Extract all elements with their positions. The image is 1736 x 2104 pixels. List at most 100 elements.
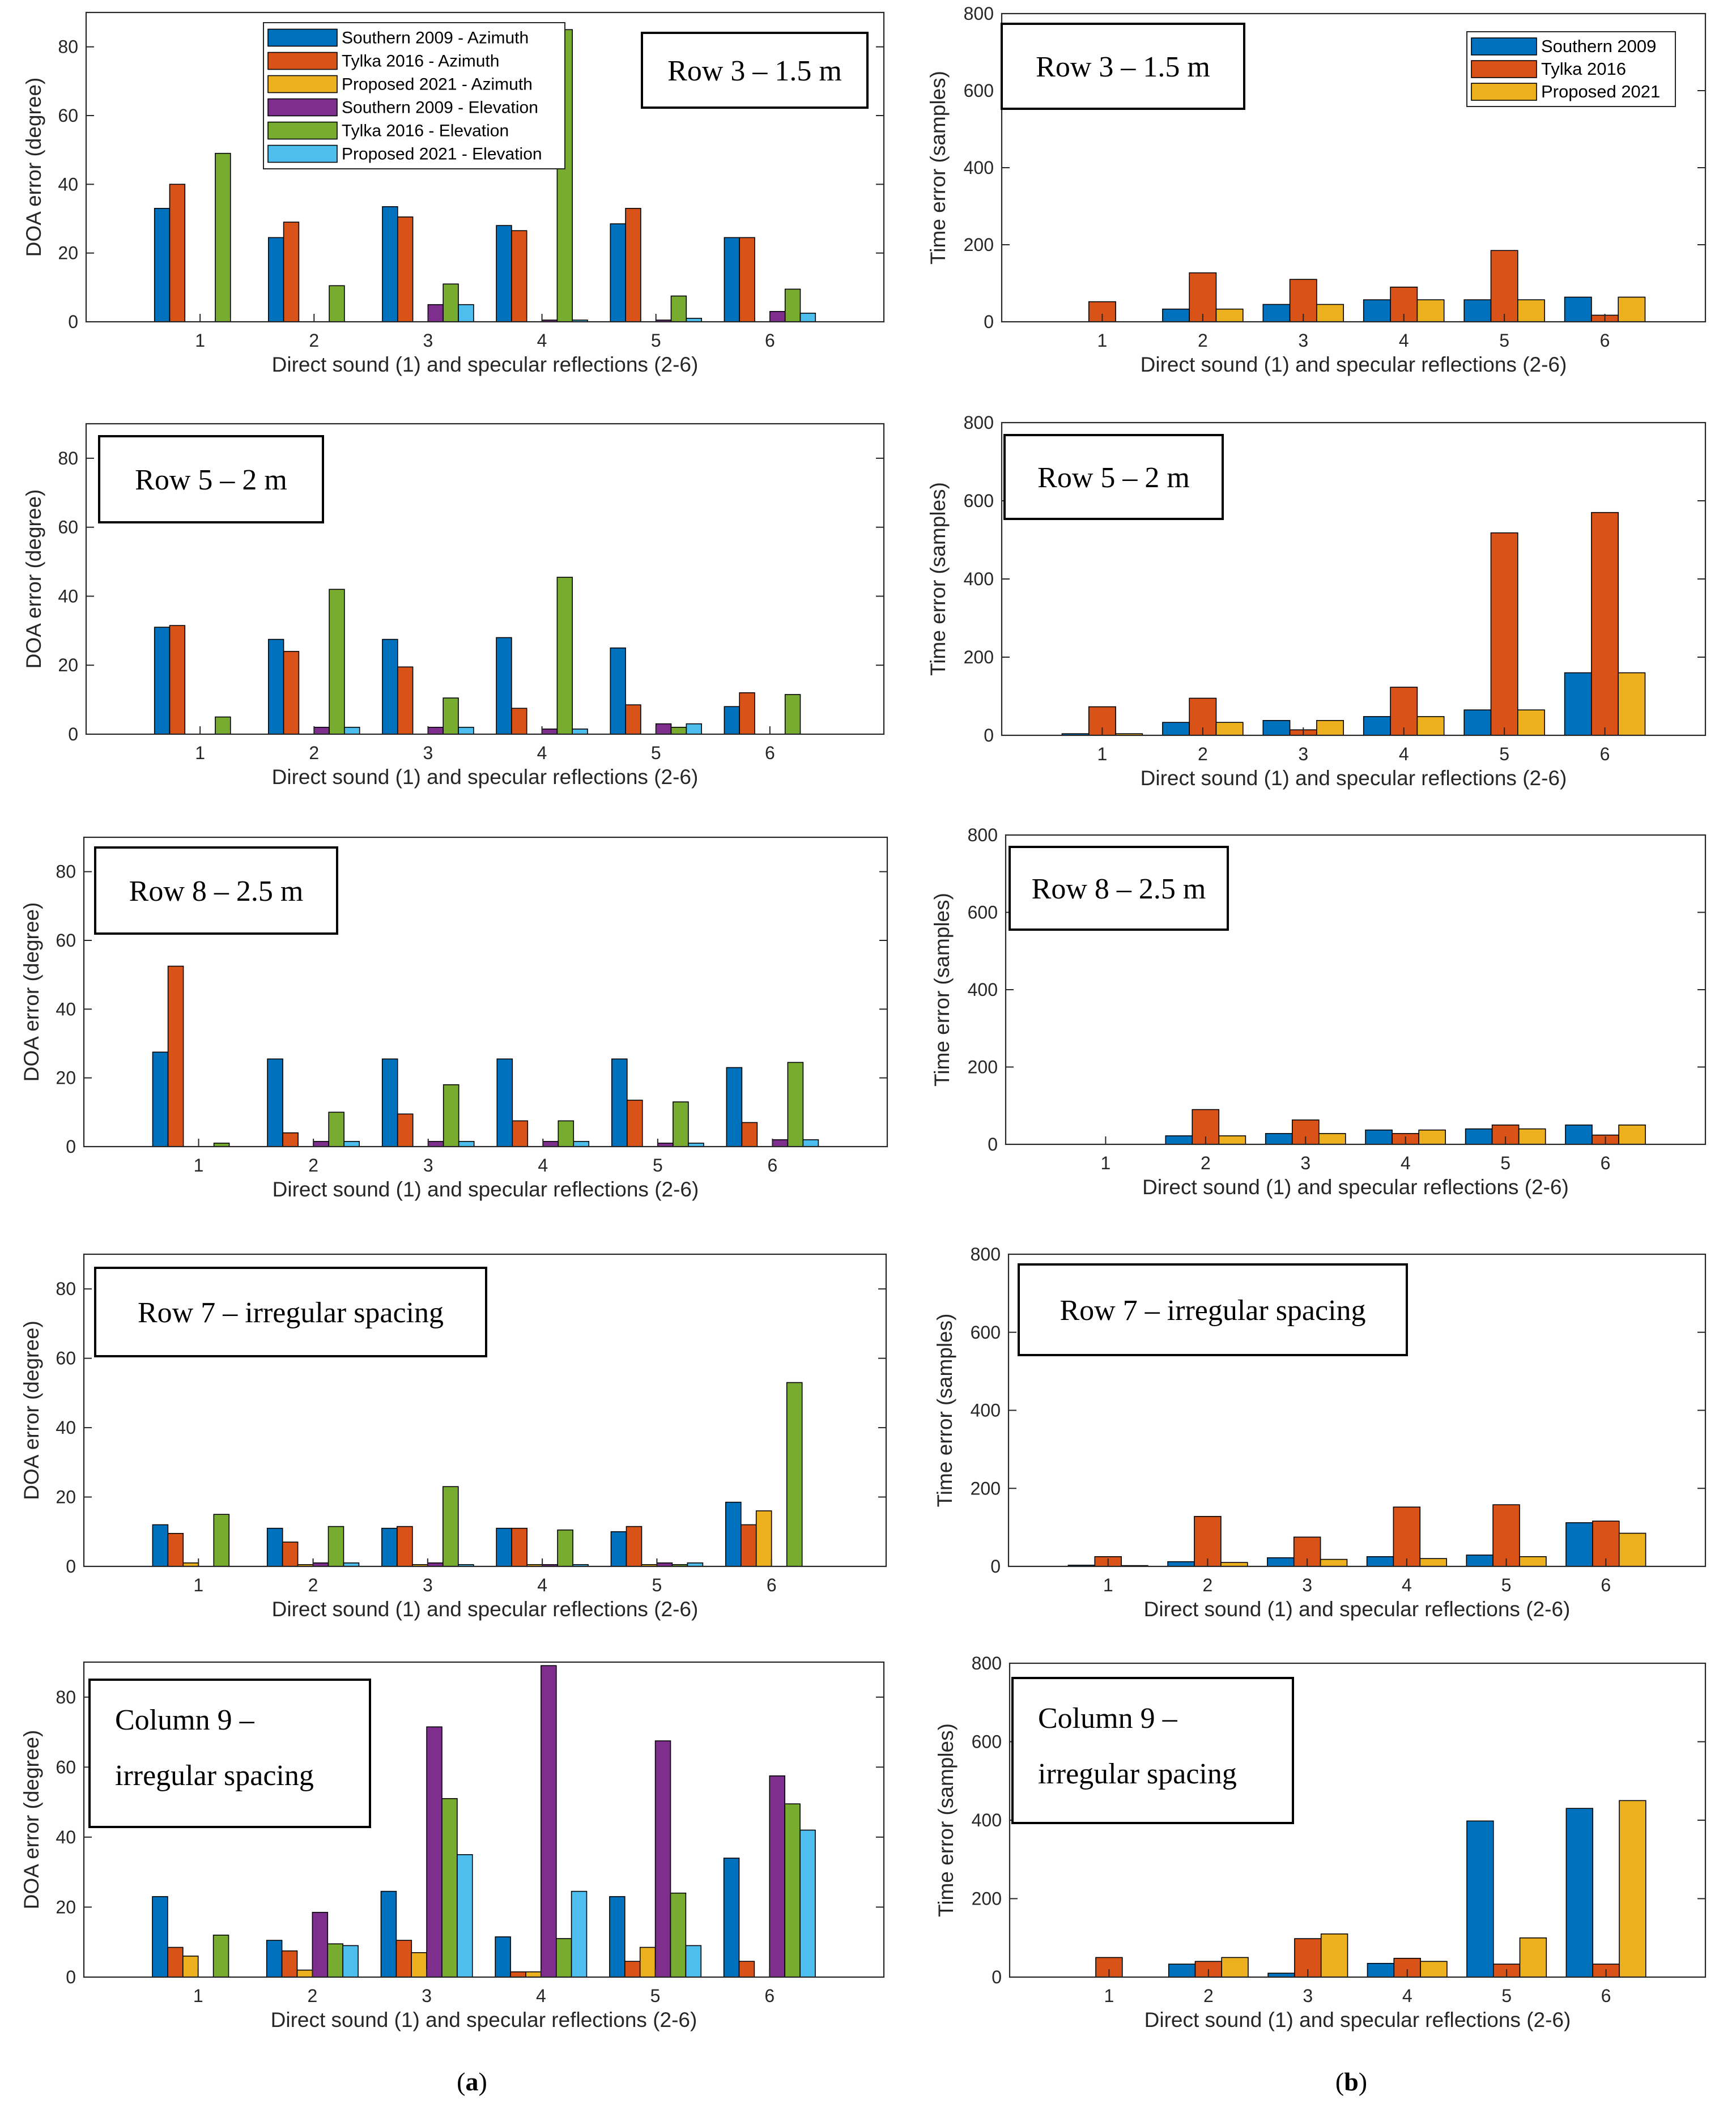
x-tick-label: 4 [537, 1575, 547, 1595]
bar-4-4 [542, 1141, 559, 1147]
x-tick-label: 5 [1500, 1153, 1511, 1173]
x-axis-label: Direct sound (1) and specular reflection… [1141, 766, 1567, 790]
bar-4-6 [772, 1139, 789, 1147]
y-tick-label: 200 [964, 647, 994, 667]
y-tick-label: 0 [990, 1556, 1001, 1577]
bar-2-5 [627, 1100, 643, 1147]
bar-5-2 [327, 1943, 343, 1978]
legend-label-2: Tylka 2016 - Azimuth [342, 52, 499, 71]
chart-title-line: Column 9 – [1038, 1702, 1178, 1735]
chart-a4: 0 20 40 60 80 1 2 3 4 5 6 Direct sound (1) and spec… [20, 1253, 887, 1621]
x-axis-label: Direct sound (1) and specular reflection… [272, 765, 699, 789]
bar-3-3 [1318, 1133, 1346, 1145]
x-axis-label: Direct sound (1) and specular reflection… [272, 353, 699, 376]
bar-1-4 [496, 225, 512, 322]
x-tick-label: 5 [1499, 330, 1509, 351]
y-tick-label: 0 [66, 1136, 76, 1157]
y-tick-label: 60 [56, 1348, 76, 1369]
bar-2-4 [511, 1527, 528, 1567]
legend-label-1: Southern 2009 [1541, 36, 1656, 56]
title-box-frame [88, 1679, 371, 1828]
bar-6-2 [343, 1141, 360, 1147]
x-ticks: 1 2 3 4 5 6 [193, 1969, 775, 2006]
bar-1-6 [1564, 672, 1592, 736]
bar-5-6 [784, 1803, 801, 1978]
y-tick-label: 20 [56, 1068, 76, 1088]
bar-1-5 [610, 1531, 627, 1567]
bar-2-1 [169, 625, 186, 735]
x-tick-label: 6 [1600, 744, 1610, 764]
legend-swatch-3 [267, 75, 338, 93]
panel-label-b: (b) [1335, 2067, 1367, 2096]
y-ticks: 0 200 400 600 800 [972, 1653, 1705, 1987]
bar-4-3 [427, 1141, 444, 1147]
bar-1-6 [725, 1501, 742, 1567]
y-tick-label: 80 [58, 448, 78, 468]
x-tick-label: 5 [653, 1155, 663, 1175]
bar-2-6 [739, 237, 755, 322]
x-axis-label: Direct sound (1) and specular reflection… [272, 1598, 699, 1621]
x-ticks: 1 2 3 4 5 6 [1103, 1558, 1611, 1595]
x-tick-label: 1 [1103, 1575, 1113, 1595]
y-tick-label: 400 [972, 1810, 1002, 1830]
chart-a5: 0 20 40 60 80 1 2 3 4 5 6 Direct sound (1) and spec… [20, 1661, 885, 2031]
y-ticks: 0 200 400 600 800 [968, 825, 1705, 1155]
y-axis-label: DOA error (degree) [20, 1730, 43, 1910]
x-ticks: 1 2 3 4 5 6 [195, 726, 775, 763]
bar-2-5 [1490, 250, 1518, 322]
axes-frame [83, 1253, 887, 1568]
chart-title-box: Row 7 – irregular spacing [94, 1267, 487, 1357]
bar-1-3 [381, 1058, 398, 1147]
bar-2-2 [282, 1541, 299, 1567]
bar-3-3 [1320, 1558, 1348, 1567]
bar-1-6 [726, 1067, 743, 1147]
x-axis-label: Direct sound (1) and specular reflection… [273, 1178, 699, 1201]
bars [1165, 1109, 1646, 1145]
bar-3-6 [755, 1510, 772, 1567]
bar-1-5 [1466, 1820, 1494, 1978]
bar-2-2 [1194, 1516, 1222, 1567]
bar-4-3 [427, 727, 444, 735]
x-tick-label: 2 [308, 1986, 318, 2006]
bar-3-2 [296, 1969, 313, 1978]
legend-label-1: Southern 2009 - Azimuth [342, 29, 529, 48]
chart-title-line: Column 9 – [115, 1704, 255, 1736]
bar-5-2 [329, 589, 345, 735]
bar-3-3 [1320, 1933, 1348, 1978]
y-tick-label: 40 [56, 1827, 76, 1847]
bar-1-4 [496, 1058, 513, 1147]
bar-2-5 [625, 704, 641, 735]
x-tick-label: 5 [1499, 744, 1509, 764]
bar-2-4 [1390, 687, 1418, 736]
bar-5-3 [442, 1486, 459, 1567]
bar-1-4 [495, 1936, 511, 1978]
x-tick-label: 2 [1203, 1575, 1213, 1595]
y-tick-label: 60 [56, 1757, 76, 1777]
y-tick-label: 20 [58, 655, 78, 675]
bar-3-5 [1519, 1937, 1547, 1978]
x-ticks: 1 2 3 4 5 6 [193, 1558, 777, 1595]
x-tick-label: 1 [193, 1986, 203, 2006]
bar-6-6 [799, 1829, 816, 1978]
y-tick-label: 600 [964, 491, 994, 511]
bar-5-6 [784, 288, 801, 322]
chart-title: Row 8 – 2.5 m [1032, 873, 1206, 905]
x-tick-label: 6 [1601, 1153, 1611, 1173]
chart-title: Row 3 – 1.5 m [1036, 51, 1210, 83]
bar-1-3 [381, 1527, 398, 1567]
bar-2-6 [739, 692, 755, 735]
bar-6-5 [686, 723, 703, 735]
bar-5-5 [670, 295, 687, 322]
legend-frame [263, 22, 565, 169]
legend-swatch-1 [1471, 37, 1537, 56]
bar-2-5 [1492, 1504, 1520, 1567]
bars [154, 29, 816, 322]
bar-6-6 [799, 312, 816, 322]
bar-5-2 [329, 285, 345, 322]
bar-3-6 [1619, 1800, 1646, 1978]
y-tick-label: 0 [992, 1967, 1002, 1987]
bar-5-1 [215, 716, 231, 735]
title-box-frame [98, 435, 324, 523]
bar-1-2 [1162, 722, 1190, 736]
y-tick-label: 0 [66, 1967, 76, 1987]
